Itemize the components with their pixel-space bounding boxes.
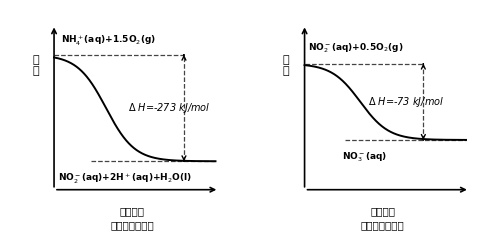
Text: NH$_4^+$(aq)+1.5O$_2$(g): NH$_4^+$(aq)+1.5O$_2$(g) (61, 33, 156, 48)
Text: NO$_2^-$(aq)+2H$^+$(aq)+H$_2$O(l): NO$_2^-$(aq)+2H$^+$(aq)+H$_2$O(l) (58, 172, 192, 186)
Text: （第一步反应）: （第一步反应） (110, 220, 154, 230)
Text: $\Delta$ $H$=-273 kJ/mol: $\Delta$ $H$=-273 kJ/mol (128, 101, 211, 115)
Text: 反应过程: 反应过程 (370, 206, 395, 216)
Text: NO$_3^-$(aq): NO$_3^-$(aq) (342, 151, 387, 164)
Text: 能
量: 能 量 (283, 55, 289, 76)
Text: （第二步反应）: （第二步反应） (361, 220, 404, 230)
Text: 反应过程: 反应过程 (120, 206, 145, 216)
Text: NO$_2^-$(aq)+0.5O$_2$(g): NO$_2^-$(aq)+0.5O$_2$(g) (308, 41, 404, 55)
Text: 能
量: 能 量 (32, 55, 39, 76)
Text: $\Delta$ $H$=-73 kJ/mol: $\Delta$ $H$=-73 kJ/mol (368, 95, 444, 109)
